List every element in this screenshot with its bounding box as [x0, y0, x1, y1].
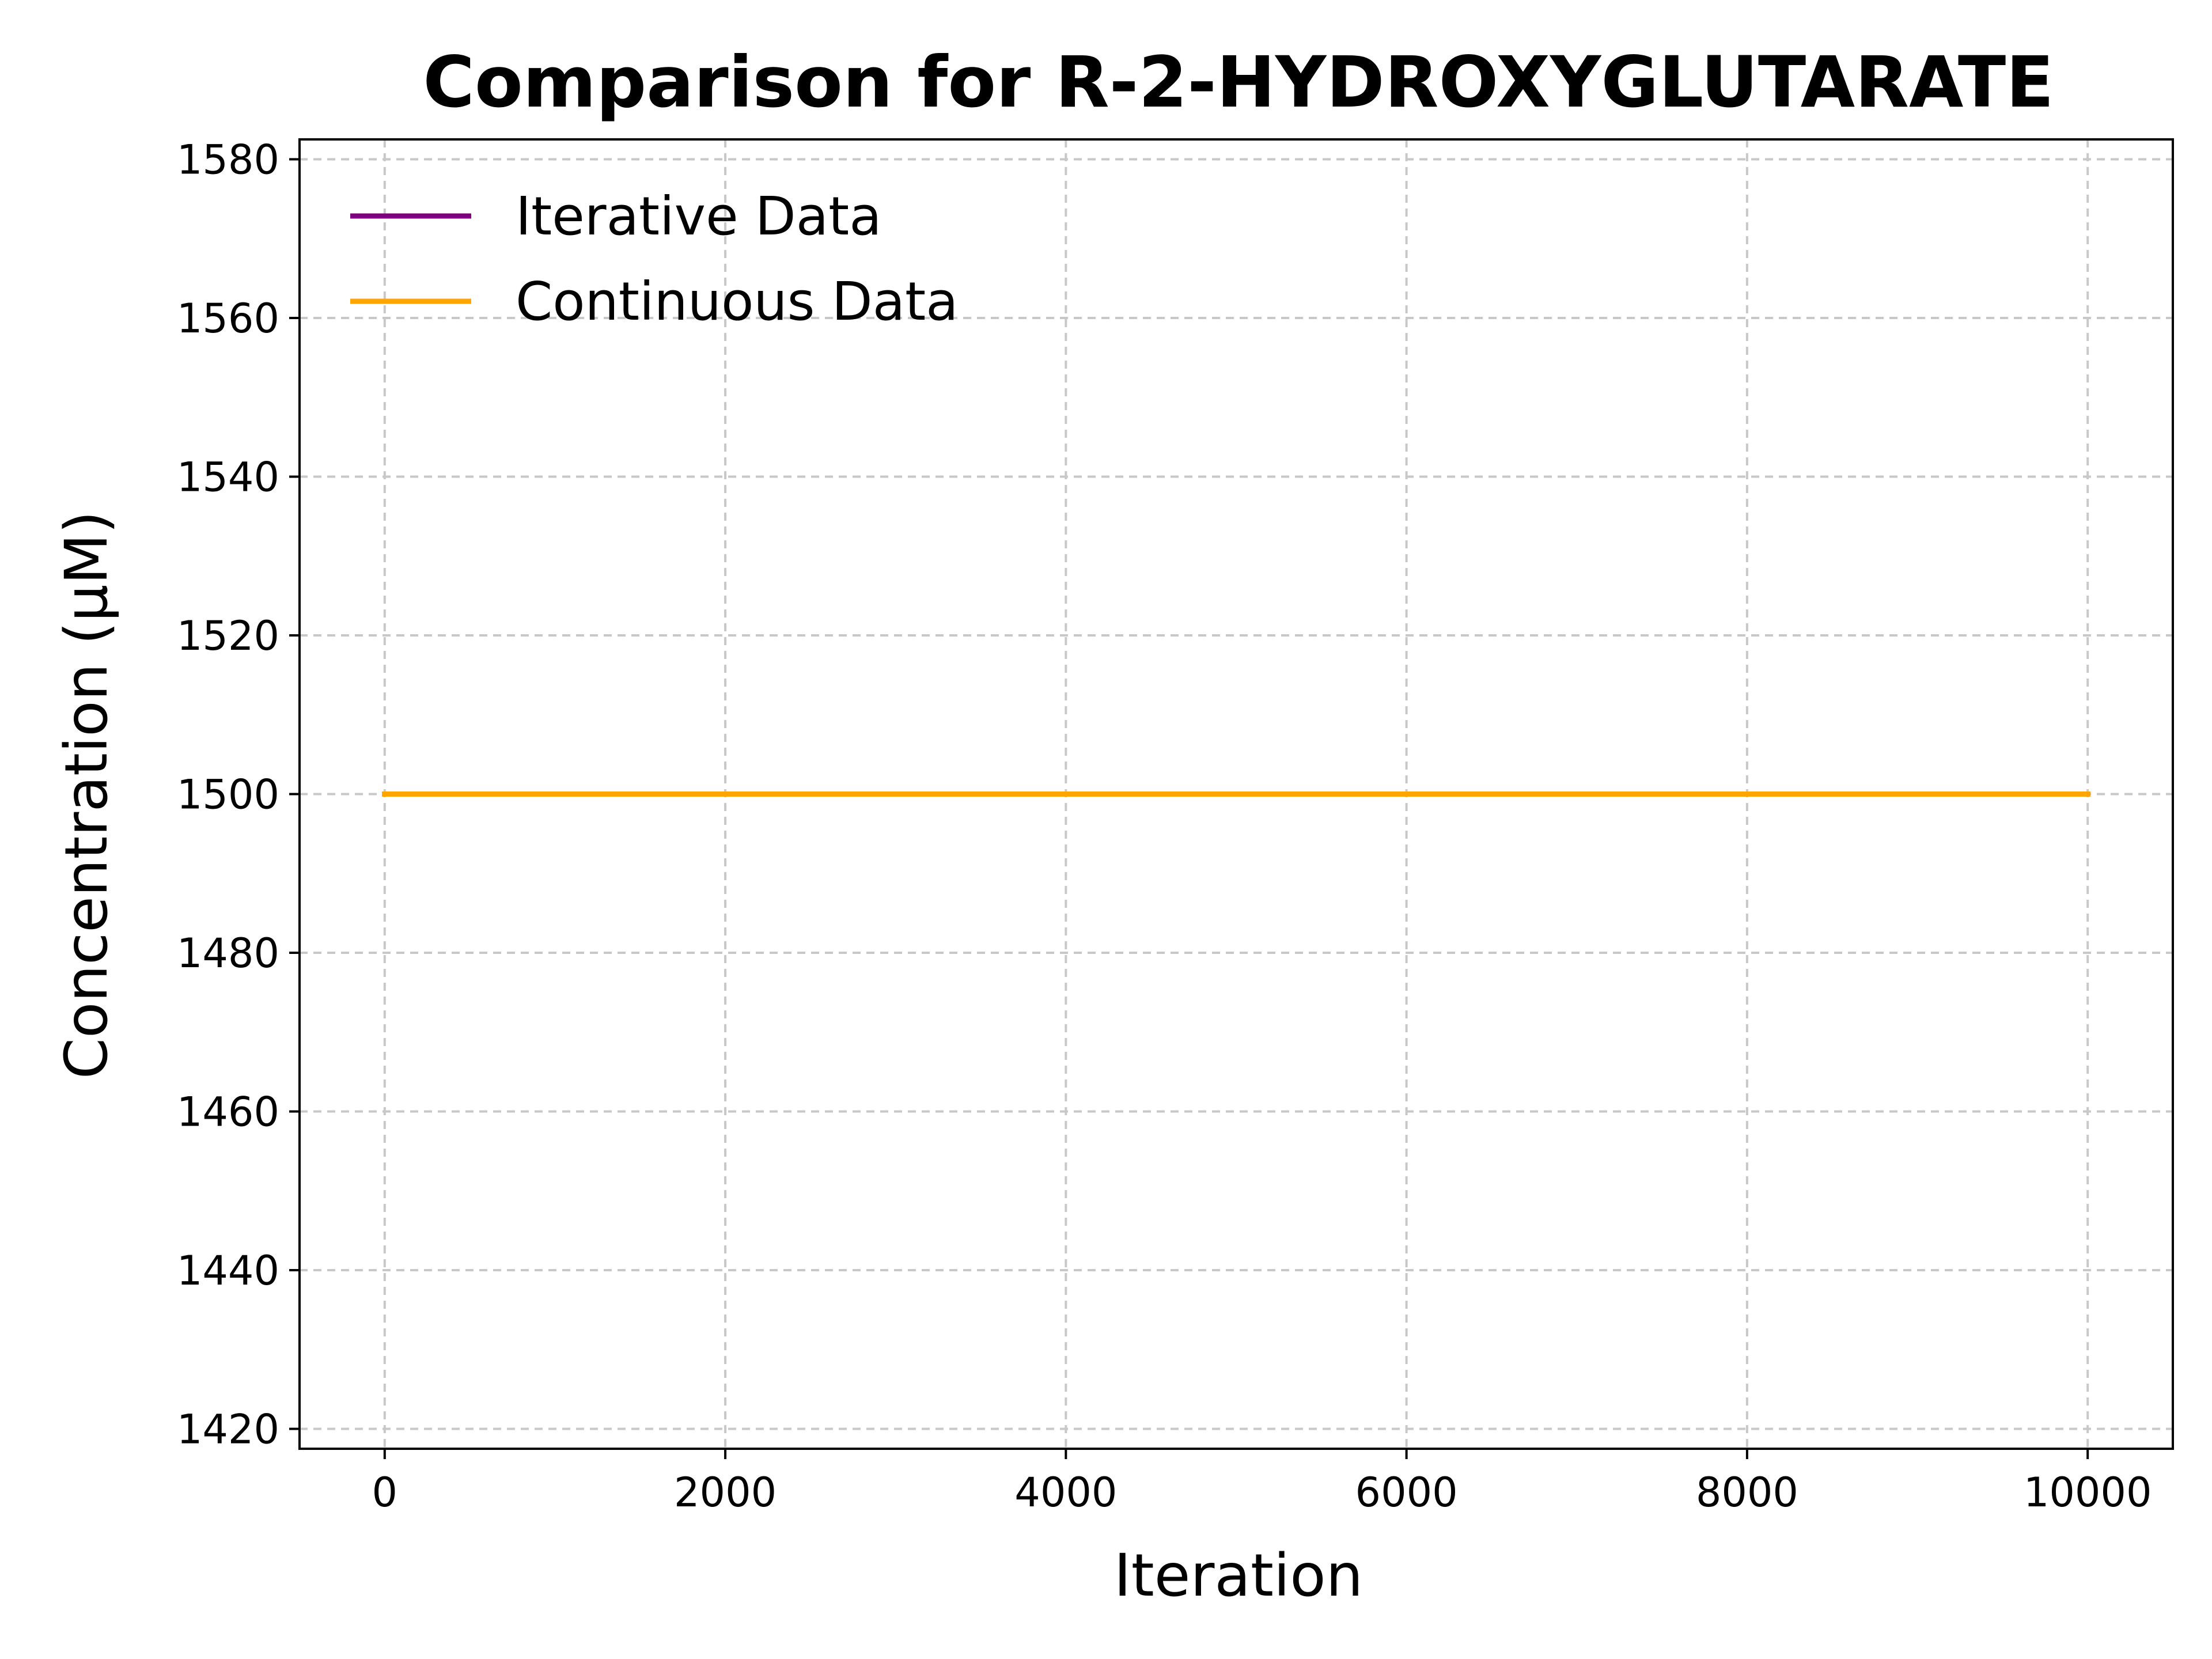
legend-label: Iterative Data: [516, 185, 882, 247]
y-tick-label: 1420: [177, 1406, 279, 1453]
x-tick-label: 10000: [2024, 1469, 2152, 1516]
x-tick-label: 6000: [1355, 1469, 1458, 1516]
y-tick-label: 1560: [177, 295, 279, 342]
x-tick-label: 2000: [674, 1469, 777, 1516]
x-tick-label: 8000: [1696, 1469, 1798, 1516]
y-tick-label: 1520: [177, 612, 279, 660]
y-tick-label: 1440: [177, 1247, 279, 1294]
y-tick-label: 1540: [177, 453, 279, 501]
y-axis-label: Concentration (μM): [52, 511, 121, 1079]
chart-title: Comparison for R-2-HYDROXYGLUTARATE: [423, 41, 2054, 123]
x-tick-label: 0: [372, 1469, 398, 1516]
legend-label: Continuous Data: [516, 271, 959, 332]
y-tick-label: 1460: [177, 1089, 279, 1136]
x-axis-label: Iteration: [1114, 1541, 1363, 1610]
y-tick-label: 1500: [177, 771, 279, 819]
x-tick-label: 4000: [1014, 1469, 1117, 1516]
y-tick-label: 1580: [177, 136, 279, 183]
y-tick-label: 1480: [177, 930, 279, 977]
